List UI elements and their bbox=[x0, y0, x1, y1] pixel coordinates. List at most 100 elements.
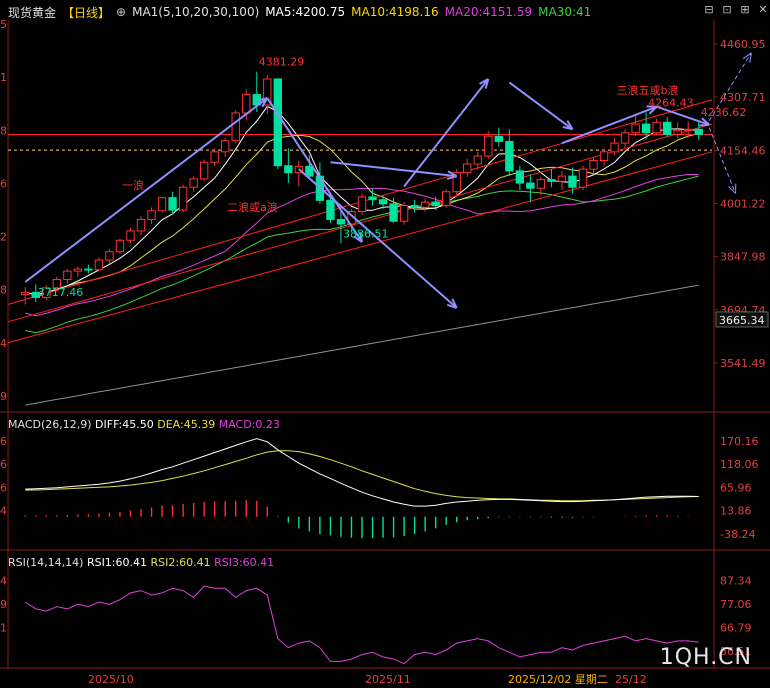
restore-icon[interactable]: ⊡ bbox=[722, 3, 732, 16]
current-price-label: 3665.34 bbox=[719, 314, 765, 327]
candle-body bbox=[284, 165, 293, 174]
candle-body bbox=[389, 203, 398, 222]
ma100-line bbox=[25, 284, 699, 406]
candle-body bbox=[452, 172, 461, 193]
forecast-up-arrow bbox=[708, 52, 752, 121]
candle-body bbox=[620, 132, 630, 144]
main-header: 现货黄金 【日线】 ⊕ MA1(5,10,20,30,100) MA5:4200… bbox=[0, 2, 597, 22]
price-annotation: 一浪 bbox=[122, 178, 144, 192]
candle-body bbox=[410, 205, 419, 208]
main-left-tick-label: 8 bbox=[0, 124, 7, 137]
price-annotation: 4264.43 bbox=[648, 96, 694, 109]
symbol-label: 现货黄金 bbox=[8, 5, 57, 20]
settings-icon[interactable]: ⊕ bbox=[116, 5, 127, 19]
rsi-label: RSI(14,14,14) bbox=[8, 556, 84, 569]
maximize-icon[interactable]: ⊞ bbox=[740, 3, 750, 16]
main-y-tick-label: 3847.98 bbox=[720, 251, 766, 264]
candle-body bbox=[684, 128, 693, 131]
macd-y-tick-label: 170.16 bbox=[720, 435, 759, 448]
macd-y-tick-label: -38.24 bbox=[720, 528, 755, 541]
ma20-line bbox=[25, 174, 699, 317]
wave3-arrow bbox=[561, 105, 658, 145]
rsi-y-tick-label: 77.06 bbox=[720, 598, 752, 611]
candle-body bbox=[378, 199, 388, 205]
wave-a-arrow bbox=[330, 161, 457, 178]
wave-up-arrow-head bbox=[479, 78, 490, 89]
x-axis-label: 2025/11 bbox=[365, 673, 411, 686]
main-left-tick-label: 6 bbox=[0, 177, 7, 190]
macd-left-tick-label: 6 bbox=[0, 458, 7, 471]
rsi1-value: RSI1:60.41 bbox=[86, 556, 148, 569]
rsi-y-tick-label: 87.34 bbox=[720, 575, 752, 588]
wave1-arrow bbox=[24, 97, 268, 283]
candle-body bbox=[326, 199, 335, 220]
ma-label: MA1(5,10,20,30,100) bbox=[132, 5, 260, 19]
candle-body bbox=[420, 201, 430, 208]
macd-left-tick-label: 4 bbox=[0, 505, 7, 518]
wave3-arrow-head bbox=[646, 105, 658, 115]
macd-dea: DEA:45.39 bbox=[157, 418, 216, 431]
wave1-arrow-head bbox=[257, 97, 269, 108]
x-axis-label: 25/12 bbox=[615, 673, 647, 686]
period-label[interactable]: 【日线】 bbox=[62, 5, 111, 20]
main-left-tick-label: 5 bbox=[0, 18, 7, 31]
ma5-value: MA5:4200.75 bbox=[265, 5, 346, 19]
price-annotation: 4381.29 bbox=[259, 56, 305, 69]
price-annotation: 三浪五或b浪 bbox=[617, 83, 679, 97]
forecast-down-arrow-head bbox=[728, 183, 737, 194]
candle-body bbox=[231, 112, 240, 142]
candle-body bbox=[136, 218, 146, 232]
macd-left-tick-label: 6 bbox=[0, 435, 7, 448]
candle-body bbox=[494, 135, 503, 142]
candle-body bbox=[21, 291, 30, 296]
candle-body bbox=[242, 94, 251, 114]
candle-body bbox=[126, 230, 135, 241]
candle-body bbox=[484, 135, 493, 157]
candle-body bbox=[357, 196, 367, 212]
rsi-y-tick-label: 66.79 bbox=[720, 622, 752, 635]
forecast-up-arrow-head bbox=[742, 52, 752, 63]
candle-body bbox=[221, 140, 230, 153]
rsi-y-tick-label: 56.51 bbox=[720, 645, 752, 658]
macd-left-tick-label: 6 bbox=[0, 481, 7, 494]
rsi-left-tick-label: 4 bbox=[0, 575, 7, 588]
candle-body bbox=[673, 129, 682, 135]
main-y-tick-label: 4001.22 bbox=[720, 197, 766, 210]
main-y-tick-label: 4307.71 bbox=[720, 91, 766, 104]
main-left-tick-label: 9 bbox=[0, 390, 7, 403]
candle-body bbox=[42, 287, 51, 299]
rsi-left-tick-label: 1 bbox=[0, 622, 7, 635]
trend-line-channel bbox=[7, 151, 713, 344]
wave-top-arrow bbox=[656, 105, 710, 126]
candle-body bbox=[31, 291, 40, 299]
candle-body bbox=[568, 175, 577, 188]
candle-body bbox=[505, 140, 514, 172]
price-annotation: 4236.62 bbox=[701, 106, 747, 119]
rsi2-value: RSI2:60.41 bbox=[150, 556, 211, 569]
wave-retrace-arrow bbox=[508, 81, 574, 131]
macd-y-tick-label: 65.96 bbox=[720, 481, 752, 494]
main-left-tick-label: 2 bbox=[0, 231, 7, 244]
rsi3-value: RSI3:60.41 bbox=[214, 556, 275, 569]
macd-header: MACD(26,12,9) DIFF:45.50 DEA:45.39 MACD:… bbox=[8, 418, 280, 431]
main-left-tick-label: 1 bbox=[0, 71, 7, 84]
price-annotation: 3717.46 bbox=[38, 286, 84, 299]
candle-body bbox=[463, 163, 472, 174]
wave-down-arrow-head bbox=[446, 298, 458, 309]
wave-retrace-arrow-head bbox=[562, 120, 574, 131]
macd-diff-line bbox=[25, 438, 699, 507]
main-left-tick-label: 8 bbox=[0, 284, 7, 297]
candle-body bbox=[157, 197, 167, 212]
candle-body bbox=[147, 210, 156, 220]
candle-body bbox=[641, 123, 651, 134]
macd-dea-line bbox=[25, 450, 699, 502]
rsi-left-tick-label: 9 bbox=[0, 598, 7, 611]
minimize-icon[interactable]: ⊟ bbox=[704, 3, 714, 16]
close-icon[interactable]: ✕ bbox=[758, 3, 768, 16]
wave-up-arrow bbox=[403, 78, 490, 188]
candle-body bbox=[631, 123, 640, 134]
rsi-header: RSI(14,14,14) RSI1:60.41 RSI2:60.41 RSI3… bbox=[8, 556, 274, 569]
main-y-tick-label: 4154.46 bbox=[720, 144, 766, 157]
candle-body bbox=[536, 179, 546, 189]
